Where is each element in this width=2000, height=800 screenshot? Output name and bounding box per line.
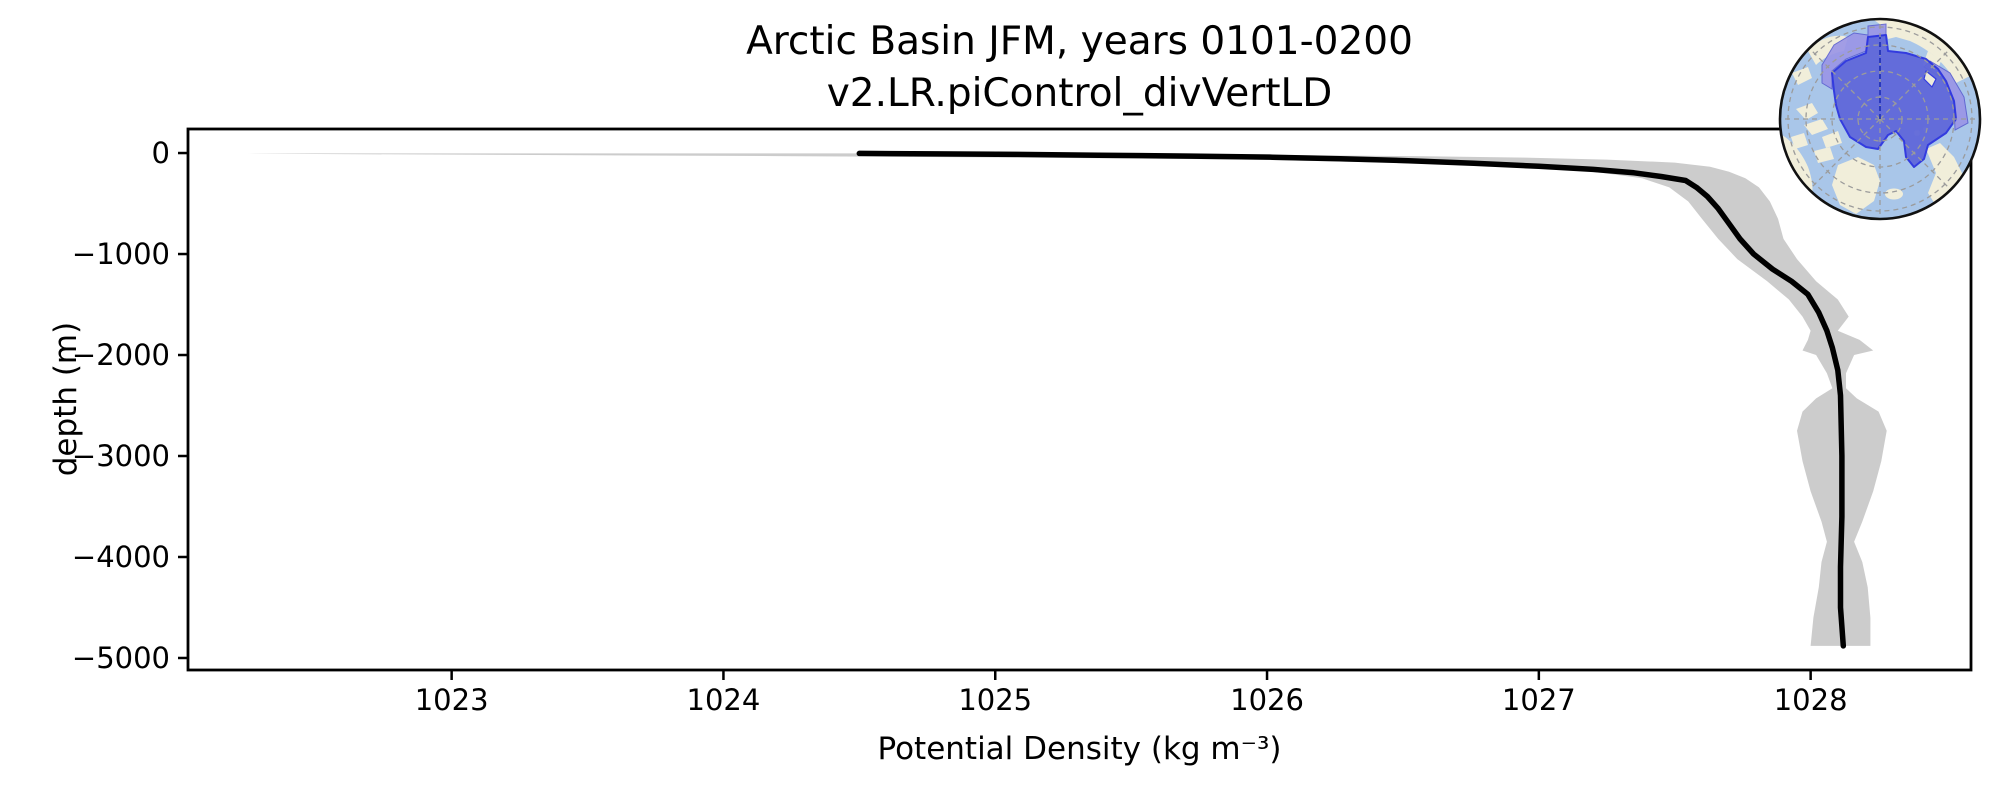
inset-graticule (1780, 19, 1980, 219)
basin-island (1923, 70, 1937, 88)
basin-polygon (1831, 34, 1957, 168)
land-arch-5 (1814, 147, 1834, 163)
y-tick-label: −3000 (72, 439, 170, 473)
arctic-inset-map (1778, 17, 1982, 221)
land-iceland (1885, 188, 1903, 200)
chart-title-line1: Arctic Basin JFM, years 0101-0200 (746, 19, 1413, 64)
x-tick-label: 1026 (1230, 683, 1304, 717)
x-tick-label: 1025 (958, 683, 1032, 717)
mean-profile-line (856, 150, 1847, 649)
land-greenland (1832, 157, 1880, 214)
inset-land (1780, 19, 1972, 214)
land-arch-1 (1796, 103, 1818, 120)
chart-title: Arctic Basin JFM, years 0101-0200 v2.LR.… (188, 16, 1971, 120)
x-axis-label: Potential Density (kg m⁻³) (877, 731, 1282, 767)
inset-arctic-basin-region (1831, 34, 1957, 168)
y-tick-label: −1000 (72, 237, 170, 271)
axes-spines (186, 127, 1973, 672)
y-tick-label: −4000 (72, 540, 170, 574)
y-axis-label: depth (m) (48, 321, 84, 477)
x-tick-label: 1027 (1502, 683, 1576, 717)
y-tick-label: −2000 (72, 338, 170, 372)
y-tick-label: −5000 (72, 641, 170, 675)
spread-envelope (247, 153, 1887, 646)
x-tick-label: 1024 (687, 683, 761, 717)
x-tick-label: 1028 (1774, 683, 1848, 717)
x-tick-label: 1023 (415, 683, 489, 717)
inset-rim (1778, 17, 1982, 221)
land-arch-4 (1791, 133, 1808, 149)
y-tick-label: 0 (152, 136, 170, 170)
chart-title-line2: v2.LR.piControl_divVertLD (826, 71, 1333, 116)
land-arch-2 (1804, 119, 1828, 135)
land-arch-3 (1822, 131, 1842, 148)
land-siberia (1874, 19, 1972, 83)
